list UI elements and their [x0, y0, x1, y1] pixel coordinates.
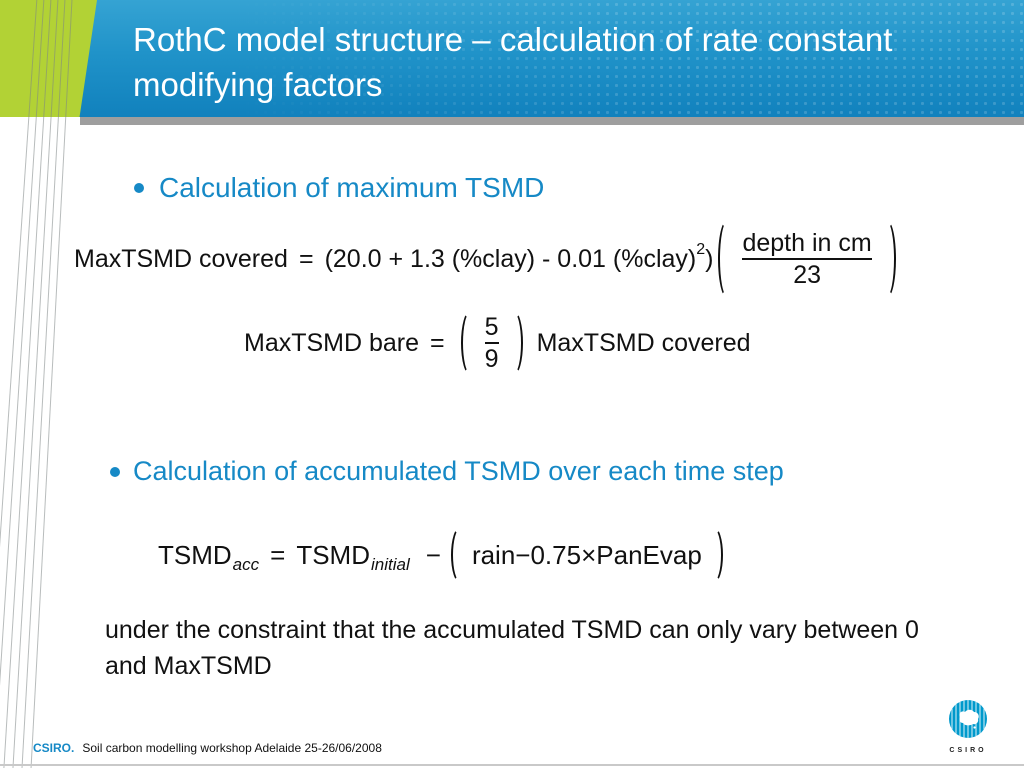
slide-title: RothC model structure – calculation of r…	[133, 21, 893, 103]
constraint-text: under the constraint that the accumulate…	[105, 616, 919, 680]
paren-inner-expression: rain−0.75×PanEvap	[471, 539, 702, 570]
fraction-bar	[742, 258, 872, 260]
left-paren-glyph	[718, 220, 736, 298]
subscript-initial: initial	[371, 555, 410, 574]
superscript-2: 2	[696, 241, 706, 258]
right-paren-glyph	[705, 527, 723, 583]
fraction-bar	[484, 342, 499, 344]
fraction-denominator: 23	[793, 261, 821, 289]
paren-group: rain−0.75×PanEvap	[450, 527, 723, 583]
bullet-max-tsmd: Calculation of maximum TSMD	[134, 172, 544, 204]
close-paren: )	[705, 244, 714, 273]
fraction-denominator: 9	[484, 345, 499, 373]
fraction: 5 9	[479, 311, 505, 375]
bullet-icon	[110, 466, 120, 477]
bottom-divider	[0, 764, 1024, 766]
equals-sign: =	[270, 539, 286, 570]
footer-caption: Soil carbon modelling workshop Adelaide …	[82, 741, 382, 755]
bullet-label: Calculation of accumulated TSMD over eac…	[133, 456, 784, 486]
left-paren-glyph	[460, 311, 479, 375]
left-paren-glyph	[450, 527, 469, 583]
formula-lhs: MaxTSMD covered	[74, 244, 288, 273]
fraction-group: 5 9	[460, 311, 523, 375]
formula-rhs: MaxTSMD covered	[536, 328, 751, 357]
formula-lhs: MaxTSMD bare	[244, 328, 420, 357]
minus-sign: −	[425, 539, 441, 570]
formula-body: (20.0 + 1.3 (%clay) - 0.01 (%clay)	[324, 244, 697, 273]
title-banner	[0, 0, 1024, 117]
formula-tsmd-accumulated: TSMD acc = TSMD initial − rain−0.75×PanE…	[158, 526, 723, 584]
equals-sign: =	[430, 328, 445, 357]
formula-max-tsmd-bare: MaxTSMD bare = 5 9 MaxTSMD covered	[244, 310, 751, 376]
subscript-acc: acc	[232, 555, 260, 574]
bullet-accumulated-tsmd: Calculation of accumulated TSMD over eac…	[110, 456, 784, 487]
bullet-label: Calculation of maximum TSMD	[159, 172, 545, 203]
csiro-footer-label: CSIRO.	[33, 741, 75, 755]
right-paren-glyph	[878, 220, 896, 298]
equals-sign: =	[298, 244, 314, 273]
csiro-logo: CSIRO	[948, 699, 988, 754]
right-paren-glyph	[505, 311, 523, 375]
formula-max-tsmd-covered: MaxTSMD covered = (20.0 + 1.3 (%clay) - …	[74, 219, 896, 299]
csiro-globe-icon	[949, 700, 987, 738]
fraction-numerator: depth in cm	[742, 229, 872, 257]
term: TSMD	[296, 539, 370, 570]
fraction-group: depth in cm 23	[718, 220, 896, 298]
fraction-numerator: 5	[484, 313, 499, 341]
footer: CSIRO. Soil carbon modelling workshop Ade…	[33, 741, 382, 755]
fraction: depth in cm 23	[736, 220, 877, 298]
term: TSMD	[158, 539, 232, 570]
header-underline-strip	[80, 117, 1024, 125]
csiro-logo-wordmark: CSIRO	[949, 747, 987, 754]
bullet-icon	[134, 183, 144, 193]
